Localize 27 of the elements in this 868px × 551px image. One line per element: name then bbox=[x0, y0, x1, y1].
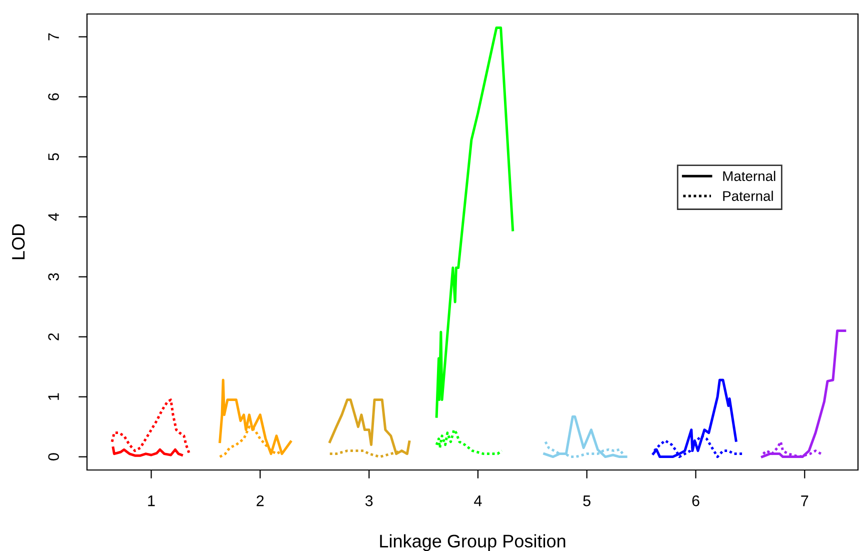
y-tick-label: 4 bbox=[48, 213, 59, 221]
x-tick-label: 6 bbox=[692, 495, 700, 506]
y-tick-label: 3 bbox=[48, 273, 59, 280]
y-tick-label: 6 bbox=[48, 93, 59, 100]
y-tick-label: 5 bbox=[48, 153, 59, 160]
line-series bbox=[110, 398, 191, 456]
line-series bbox=[543, 415, 628, 458]
line-series bbox=[435, 26, 514, 418]
line-series bbox=[112, 446, 183, 457]
annotation: Maternal bbox=[723, 170, 776, 182]
line-series bbox=[218, 378, 292, 456]
y-tick-label: 7 bbox=[48, 33, 59, 40]
annotation: Paternal bbox=[723, 190, 773, 201]
x-tick-label: 7 bbox=[801, 496, 808, 506]
y-axis-title: LOD bbox=[12, 224, 25, 260]
x-tick-label: 1 bbox=[148, 496, 155, 506]
y-tick-label: 2 bbox=[48, 333, 59, 340]
x-tick-label: 3 bbox=[365, 495, 373, 506]
x-axis-title: Linkage Group Position bbox=[380, 534, 566, 551]
x-tick-label: 2 bbox=[256, 495, 264, 506]
y-tick-label: 0 bbox=[48, 453, 59, 460]
line-series bbox=[760, 330, 846, 458]
y-tick-label: 1 bbox=[48, 393, 59, 400]
line-series bbox=[328, 398, 411, 456]
line-series bbox=[435, 428, 504, 456]
x-tick-label: 5 bbox=[583, 496, 590, 506]
x-tick-label: 4 bbox=[474, 496, 482, 506]
